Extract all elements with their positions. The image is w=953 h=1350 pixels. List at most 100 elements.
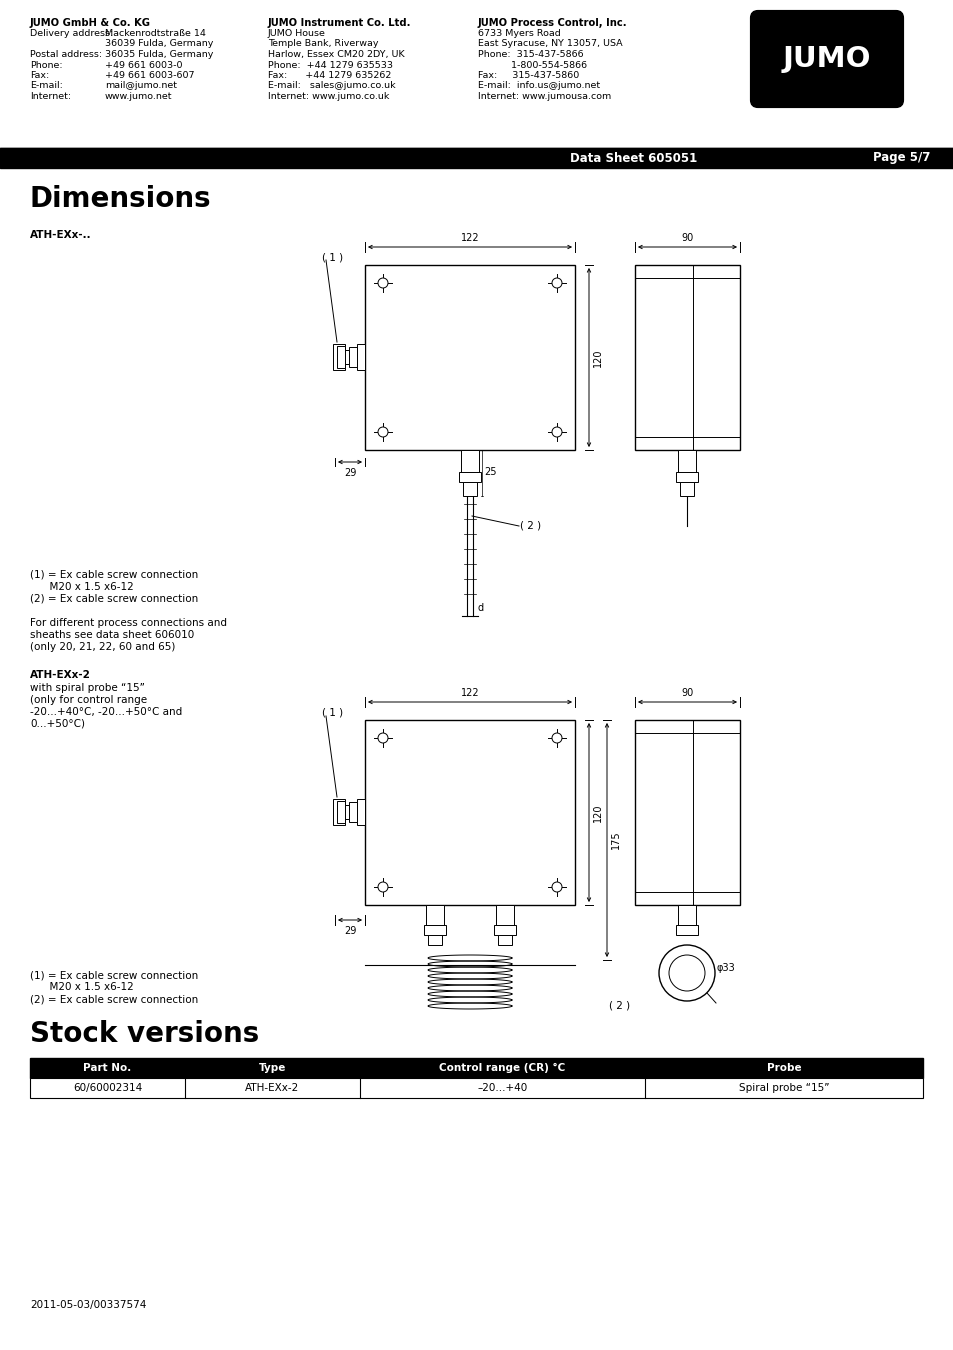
- Text: Fax:     315-437-5860: Fax: 315-437-5860: [477, 72, 578, 80]
- Text: Phone:  315-437-5866: Phone: 315-437-5866: [477, 50, 583, 59]
- Text: 122: 122: [460, 688, 478, 698]
- Bar: [349, 347, 356, 367]
- Text: ( 1 ): ( 1 ): [322, 252, 343, 262]
- Circle shape: [377, 278, 388, 288]
- Text: E-mail:   sales@jumo.co.uk: E-mail: sales@jumo.co.uk: [268, 81, 395, 90]
- Text: Probe: Probe: [766, 1062, 801, 1073]
- Text: Temple Bank, Riverway: Temple Bank, Riverway: [268, 39, 378, 49]
- Text: ATH-EXx-2: ATH-EXx-2: [30, 670, 91, 680]
- Circle shape: [377, 427, 388, 437]
- Text: Postal address:: Postal address:: [30, 50, 102, 59]
- Text: Type: Type: [258, 1062, 286, 1073]
- Text: JUMO GmbH & Co. KG: JUMO GmbH & Co. KG: [30, 18, 151, 28]
- Text: Fax:: Fax:: [30, 72, 50, 80]
- Text: JUMO Process Control, Inc.: JUMO Process Control, Inc.: [477, 18, 627, 28]
- Bar: [635, 720, 740, 905]
- Bar: [365, 720, 575, 905]
- Text: d: d: [477, 603, 483, 613]
- Text: Internet: www.jumousa.com: Internet: www.jumousa.com: [477, 92, 611, 101]
- Bar: [494, 925, 516, 936]
- Text: 36035 Fulda, Germany: 36035 Fulda, Germany: [105, 50, 213, 59]
- Text: 2011-05-03/00337574: 2011-05-03/00337574: [30, 1300, 146, 1310]
- Text: Mackenrodtstraße 14: Mackenrodtstraße 14: [105, 28, 206, 38]
- Bar: [356, 344, 365, 370]
- Text: 25: 25: [483, 467, 496, 477]
- Bar: [336, 346, 345, 369]
- Text: (1) = Ex cable screw connection: (1) = Ex cable screw connection: [30, 570, 198, 580]
- Text: ATH-EXx-2: ATH-EXx-2: [245, 1083, 299, 1094]
- Text: 175: 175: [610, 830, 620, 849]
- Bar: [30, 1058, 923, 1079]
- Bar: [679, 482, 693, 495]
- Circle shape: [552, 882, 561, 892]
- Text: ( 1 ): ( 1 ): [322, 707, 343, 718]
- Text: 122: 122: [460, 234, 478, 243]
- Text: E-mail:: E-mail:: [30, 81, 63, 90]
- Text: +49 661 6003-0: +49 661 6003-0: [105, 61, 182, 69]
- Text: Phone:  +44 1279 635533: Phone: +44 1279 635533: [268, 61, 393, 69]
- Text: JUMO Instrument Co. Ltd.: JUMO Instrument Co. Ltd.: [268, 18, 411, 28]
- Bar: [678, 904, 696, 925]
- Bar: [635, 265, 740, 450]
- Circle shape: [552, 733, 561, 743]
- Text: -20...+40°C, -20...+50°C and: -20...+40°C, -20...+50°C and: [30, 707, 182, 717]
- Bar: [336, 801, 345, 824]
- Text: For different process connections and: For different process connections and: [30, 618, 227, 628]
- Text: Control range (CR) °C: Control range (CR) °C: [439, 1062, 565, 1073]
- Circle shape: [377, 882, 388, 892]
- Bar: [426, 904, 443, 925]
- Text: Page 5/7: Page 5/7: [872, 151, 929, 165]
- Text: JUMO: JUMO: [781, 45, 870, 73]
- Bar: [333, 344, 345, 370]
- Text: ( 2 ): ( 2 ): [608, 1000, 629, 1010]
- Text: M20 x 1.5 x6-12: M20 x 1.5 x6-12: [30, 582, 133, 593]
- Text: ( 2 ): ( 2 ): [519, 521, 540, 531]
- Text: Phone:: Phone:: [30, 61, 63, 69]
- Text: Stock versions: Stock versions: [30, 1021, 259, 1048]
- Text: φ33: φ33: [717, 963, 735, 973]
- Bar: [497, 936, 512, 945]
- Text: (2) = Ex cable screw connection: (2) = Ex cable screw connection: [30, 594, 198, 603]
- Bar: [458, 472, 480, 482]
- Bar: [365, 265, 575, 450]
- Text: +49 661 6003-607: +49 661 6003-607: [105, 72, 194, 80]
- Bar: [30, 1079, 923, 1098]
- Bar: [676, 925, 698, 936]
- Text: Delivery address:: Delivery address:: [30, 28, 113, 38]
- Text: Part No.: Part No.: [83, 1062, 132, 1073]
- Text: 36039 Fulda, Germany: 36039 Fulda, Germany: [105, 39, 213, 49]
- Text: Fax:      +44 1279 635262: Fax: +44 1279 635262: [268, 72, 391, 80]
- Bar: [496, 904, 514, 925]
- Text: 120: 120: [593, 803, 602, 822]
- Circle shape: [552, 427, 561, 437]
- Circle shape: [552, 278, 561, 288]
- Text: (only 20, 21, 22, 60 and 65): (only 20, 21, 22, 60 and 65): [30, 643, 175, 652]
- Text: (1) = Ex cable screw connection: (1) = Ex cable screw connection: [30, 971, 198, 980]
- Circle shape: [659, 945, 714, 1000]
- Text: with spiral probe “15”: with spiral probe “15”: [30, 683, 145, 693]
- Bar: [676, 472, 698, 482]
- Text: (only for control range: (only for control range: [30, 695, 147, 705]
- Text: sheaths see data sheet 606010: sheaths see data sheet 606010: [30, 630, 194, 640]
- Text: Spiral probe “15”: Spiral probe “15”: [738, 1083, 828, 1094]
- Text: 1-800-554-5866: 1-800-554-5866: [477, 61, 586, 69]
- Text: East Syracuse, NY 13057, USA: East Syracuse, NY 13057, USA: [477, 39, 622, 49]
- Bar: [423, 925, 446, 936]
- Bar: [460, 450, 478, 472]
- Text: E-mail:  info.us@jumo.net: E-mail: info.us@jumo.net: [477, 81, 599, 90]
- Circle shape: [668, 954, 704, 991]
- Text: M20 x 1.5 x6-12: M20 x 1.5 x6-12: [30, 981, 133, 992]
- Text: mail@jumo.net: mail@jumo.net: [105, 81, 177, 90]
- Text: 120: 120: [593, 348, 602, 367]
- Text: 6733 Myers Road: 6733 Myers Road: [477, 28, 560, 38]
- Text: 0...+50°C): 0...+50°C): [30, 720, 85, 729]
- Text: Data Sheet 605051: Data Sheet 605051: [569, 151, 697, 165]
- Circle shape: [377, 733, 388, 743]
- Text: Internet:: Internet:: [30, 92, 71, 101]
- FancyBboxPatch shape: [751, 12, 901, 107]
- Text: 60/60002314: 60/60002314: [72, 1083, 142, 1094]
- Text: 29: 29: [343, 468, 355, 478]
- Text: (2) = Ex cable screw connection: (2) = Ex cable screw connection: [30, 994, 198, 1004]
- Text: www.jumo.net: www.jumo.net: [105, 92, 172, 101]
- Bar: [462, 482, 476, 495]
